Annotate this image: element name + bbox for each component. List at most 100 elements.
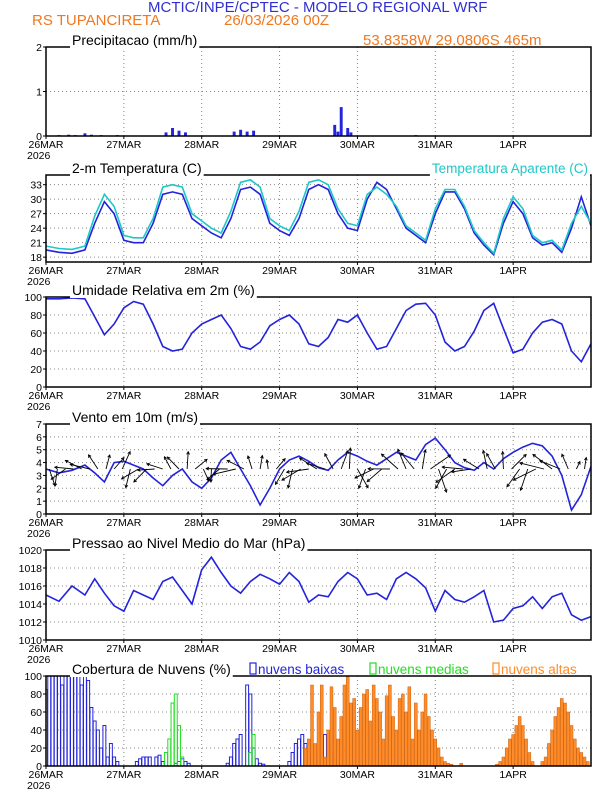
bar-orange [433, 738, 437, 766]
wind-arrow-head [265, 458, 270, 463]
legend-swatch [369, 662, 377, 675]
bar-orange [323, 756, 327, 766]
bar-orange [333, 707, 337, 766]
wind-arrow [442, 466, 463, 470]
bar-orange [316, 711, 321, 766]
bar-orange [417, 729, 421, 766]
bar-orange [501, 756, 506, 766]
wind-arrow [194, 458, 208, 470]
bar-blue [339, 107, 343, 136]
y-tick-label: 1 [36, 496, 42, 508]
x-tick-label: 30MAR [340, 517, 375, 529]
legend-entry: nuvens baixas [249, 662, 345, 677]
wind-arrow [381, 453, 399, 470]
bar-blue [252, 130, 256, 136]
bar-blue [147, 756, 152, 766]
bar-orange [430, 729, 434, 766]
panel-title: Pressao ao Nivel Medio do Mar (hPa) [72, 535, 305, 551]
bar-orange [339, 716, 343, 766]
wind-arrow-head [486, 452, 490, 457]
bar-orange [388, 684, 392, 766]
y-tick-label: 6 [36, 432, 42, 444]
y-tick-label: 20 [30, 743, 42, 755]
bar-orange [530, 761, 535, 766]
x-tick-label: 27MAR [106, 139, 141, 151]
bar-orange [384, 695, 389, 766]
y-tick-label: 1014 [19, 599, 43, 611]
legend-swatch [492, 662, 500, 675]
wind-arrow-head [435, 485, 439, 490]
x-tick-label: 31MAR [418, 139, 453, 151]
bar-orange [524, 738, 528, 766]
panel-frame [45, 549, 592, 641]
wind-arrow [451, 468, 472, 473]
x-tick-label: 1APR [499, 265, 527, 277]
bar-blue [293, 743, 298, 766]
bar-orange [362, 693, 366, 766]
plot-area [46, 555, 591, 623]
wind-arrow-head [441, 465, 446, 470]
x-tick-label: 31MAR [418, 517, 453, 529]
series-line-blue [46, 555, 591, 623]
bar-orange [504, 747, 509, 766]
bar-blue [290, 752, 295, 766]
x-tick-label: 1APR [499, 643, 527, 655]
wind-arrow [164, 456, 172, 470]
wind-arrow-head [285, 470, 290, 474]
wind-arrow [113, 457, 125, 470]
bar-orange [511, 734, 515, 766]
y-tick-label: 1018 [19, 563, 43, 575]
wind-arrow-head [124, 484, 129, 489]
bar-orange [320, 684, 324, 766]
bar-orange [329, 686, 334, 766]
x-tick-label: 29MAR [262, 265, 297, 277]
bar-orange [407, 686, 412, 766]
bar-blue [79, 684, 84, 766]
wind-arrow [121, 451, 131, 470]
bar-blue [333, 124, 337, 136]
bar-orange [560, 698, 564, 766]
wind-arrow-head [366, 478, 371, 483]
wind-arrow-head [127, 450, 131, 455]
bar-blue [47, 676, 52, 766]
wind-arrow-head [538, 459, 543, 464]
wind-arrow-head [136, 468, 141, 472]
wind-arrow [506, 468, 520, 487]
x-tick-label: 28MAR [184, 390, 219, 402]
bar-orange [371, 684, 376, 766]
x-tick-label: 30MAR [340, 769, 375, 781]
panel-frame [45, 675, 592, 767]
x-tick-label: 28MAR [184, 139, 219, 151]
y-tick-label: 3 [36, 470, 42, 482]
wind-arrows [48, 447, 588, 493]
x-year-label: 2026 [27, 276, 51, 288]
bar-orange [543, 756, 548, 766]
bar-orange [427, 716, 431, 766]
x-year-label: 2026 [27, 528, 51, 540]
bar-blue [92, 720, 97, 766]
wind-arrow [146, 463, 163, 470]
wind-arrow-head [519, 487, 524, 492]
bar-green [164, 752, 168, 766]
bar-blue [297, 738, 301, 766]
bar-orange [345, 676, 350, 766]
bar-green [167, 738, 172, 766]
wind-arrow [213, 468, 236, 475]
bar-blue [66, 676, 71, 766]
x-tick-label: 1APR [499, 517, 527, 529]
bar-orange [397, 698, 402, 766]
x-year-label: 2026 [27, 654, 51, 666]
wind-arrow [306, 462, 326, 470]
x-tick-label: 1APR [499, 390, 527, 402]
wind-arrow-head [206, 476, 211, 481]
bar-blue [76, 676, 81, 766]
bar-blue [86, 680, 91, 766]
x-tick-label: 26MAR [28, 139, 63, 151]
legend-entry: nuvens altas [492, 662, 577, 677]
panel-title: 2-m Temperatura (C) [72, 160, 202, 176]
x-tick-label: 29MAR [262, 769, 297, 781]
wind-arrow [366, 468, 383, 482]
wind-arrow-head [532, 453, 536, 458]
y-tick-label: 27 [30, 209, 42, 221]
bar-orange [514, 725, 519, 766]
